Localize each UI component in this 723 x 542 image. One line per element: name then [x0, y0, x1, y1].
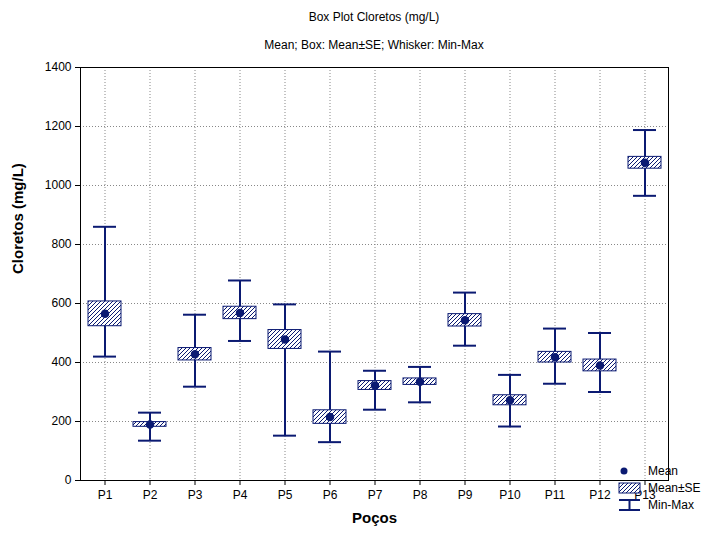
svg-text:1200: 1200	[45, 119, 72, 133]
html-text:Mean: Mean	[648, 463, 678, 478]
svg-text:P9: P9	[458, 488, 473, 502]
html-text:Box Plot Cloretos (mg/L): Box Plot Cloretos (mg/L)	[308, 10, 440, 24]
svg-text:0: 0	[65, 473, 72, 487]
svg-text:P10: P10	[499, 488, 521, 502]
svg-text:600: 600	[51, 296, 71, 310]
svg-text:Cloretos (mg/L): Cloretos (mg/L)	[9, 163, 26, 274]
svg-text:200: 200	[51, 414, 71, 428]
svg-text:P1: P1	[98, 488, 113, 502]
svg-text:P3: P3	[188, 488, 203, 502]
html-text:Min-Max: Min-Max	[648, 497, 694, 512]
svg-text:1400: 1400	[45, 60, 72, 74]
svg-text:P8: P8	[413, 488, 428, 502]
svg-text:400: 400	[51, 355, 71, 369]
svg-text:P11: P11	[545, 488, 566, 502]
html-text:Mean; Box: Mean±SE; Whisker: M: Mean; Box: Mean±SE; Whisker: Min-Max	[264, 38, 484, 52]
svg-text:P12: P12	[589, 488, 611, 502]
svg-text:P7: P7	[368, 488, 383, 502]
svg-text:P4: P4	[233, 488, 248, 502]
svg-text:P2: P2	[143, 488, 158, 502]
svg-text:800: 800	[51, 237, 71, 251]
svg-text:1000: 1000	[45, 178, 72, 192]
html-text:Mean±SE: Mean±SE	[648, 480, 701, 495]
svg-text:P6: P6	[323, 488, 338, 502]
svg-text:P5: P5	[278, 488, 293, 502]
svg-text:Poços: Poços	[352, 509, 397, 526]
